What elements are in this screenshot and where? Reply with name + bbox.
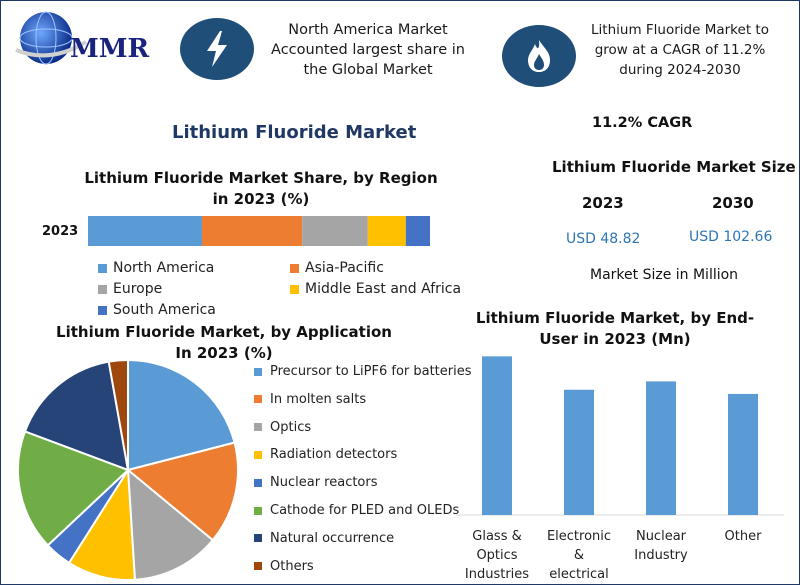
- application-legend-item-nuclear-reactors: Nuclear reactors: [254, 475, 378, 490]
- legend-label: Precursor to LiPF6 for batteries: [270, 364, 472, 379]
- lightning-icon: [180, 18, 254, 80]
- legend-label: Radiation detectors: [270, 447, 398, 463]
- application-legend-item-precursor-to-lipf6-for-batteries: Precursor to LiPF6 for batteries: [254, 364, 472, 379]
- pie-slice-in-molten-salts: [125, 441, 239, 542]
- main-title: Lithium Fluoride Market: [172, 122, 417, 143]
- legend-label: Europe: [113, 281, 163, 297]
- legend-label: Cathode for PLED and OLEDs: [270, 503, 460, 518]
- market-size-note: Market Size in Million: [590, 267, 739, 283]
- region-stacked-bar: [88, 216, 430, 246]
- region-bar-segment-north-america: [88, 216, 202, 246]
- pie-slice-precursor-to-lipf6-for-batteries: [127, 360, 236, 472]
- enduser-category-label: Other: [725, 529, 763, 544]
- application-chart-title: Lithium Fluoride Market, by Application …: [56, 323, 392, 362]
- legend-label: Natural occurrence: [270, 530, 395, 546]
- region-legend-item-south-america: South America: [98, 302, 216, 318]
- pie-slice-natural-occurrence: [23, 360, 130, 472]
- legend-label: In molten salts: [270, 391, 367, 407]
- enduser-category-label: Electronic&electricalindustries: [547, 529, 611, 585]
- legend-swatch: [98, 263, 107, 273]
- enduser-bar-chart: Glass & Optics Industries Electronic & electr…: [456, 356, 784, 585]
- legend-swatch: [254, 367, 262, 376]
- header-left-text: North America Market Accounted largest s…: [271, 22, 465, 78]
- pie-slice-others: [107, 360, 129, 471]
- legend-label: Nuclear reactors: [270, 475, 378, 491]
- legend-swatch: [254, 534, 262, 543]
- enduser-bar-electronic-electrical-industries: [564, 389, 594, 515]
- legend-swatch: [254, 450, 262, 459]
- market-size-title: Lithium Fluoride Market Size: [552, 158, 796, 176]
- application-pie-chart: [17, 360, 239, 581]
- flame-icon: [502, 25, 576, 87]
- enduser-bar-glass-optics-industries: [482, 356, 512, 515]
- region-legend-item-asia-pacific: Asia-Pacific: [290, 260, 384, 276]
- enduser-category-label: Glass & Optics Industries: [465, 529, 529, 582]
- market-size-value-2023: USD 48.82: [566, 231, 641, 247]
- enduser-bar-nuclear-industry: [646, 381, 676, 515]
- region-bar-segment-asia-pacific: [202, 216, 303, 246]
- enduser-chart-title: Lithium Fluoride Market, by End-User in …: [475, 309, 755, 348]
- cagr-label: 11.2% CAGR: [592, 115, 693, 131]
- region-bar-segment-europe: [302, 216, 368, 246]
- application-legend-item-others: Others: [254, 559, 314, 574]
- legend-swatch: [254, 423, 262, 432]
- region-category-label: 2023: [42, 224, 79, 239]
- region-bar-segment-middle-east-and-africa: [367, 216, 406, 246]
- legend-swatch: [254, 506, 262, 515]
- legend-swatch: [254, 395, 262, 404]
- market-size-year-2023: 2023: [582, 194, 624, 212]
- legend-swatch: [98, 284, 107, 294]
- application-legend-item-radiation-detectors: Radiation detectors: [254, 447, 397, 462]
- region-legend-item-middle-east-and-africa: Middle East and Africa: [290, 281, 461, 297]
- legend-label: South America: [113, 302, 216, 318]
- application-legend-item-cathode-for-pled-and-oleds: Cathode for PLED and OLEDs: [254, 503, 459, 518]
- enduser-category-label: Nuclear Industry: [634, 529, 688, 563]
- legend-label: Others: [270, 558, 314, 574]
- market-size-value-2030: USD 102.66: [689, 229, 773, 245]
- application-legend-item-optics: Optics: [254, 420, 311, 435]
- region-bar-segment-south-america: [405, 216, 430, 246]
- legend-label: Middle East and Africa: [305, 281, 462, 297]
- region-chart-title: Lithium Fluoride Market Share, by Region…: [84, 169, 438, 208]
- enduser-bar-other: [728, 393, 758, 515]
- legend-label: Optics: [270, 419, 312, 435]
- globe-logo-icon: [15, 11, 88, 65]
- region-legend-item-north-america: North America: [98, 260, 214, 276]
- header-right-text: Lithium Fluoride Market to grow at a CAG…: [591, 22, 769, 78]
- application-legend-item-natural-occurrence: Natural occurrence: [254, 531, 394, 546]
- legend-swatch: [290, 263, 299, 273]
- legend-label: Asia-Pacific: [305, 260, 384, 276]
- logo-text: MMR: [70, 34, 150, 64]
- legend-swatch: [254, 478, 262, 487]
- legend-swatch: [254, 562, 262, 571]
- region-legend-item-europe: Europe: [98, 281, 162, 297]
- logo: MMR: [10, 6, 160, 68]
- market-size-year-2030: 2030: [712, 194, 754, 212]
- pie-slice-optics: [126, 467, 215, 581]
- application-legend-item-in-molten-salts: In molten salts: [254, 392, 366, 407]
- legend-swatch: [290, 284, 299, 294]
- legend-label: North America: [113, 260, 215, 276]
- legend-swatch: [98, 305, 107, 315]
